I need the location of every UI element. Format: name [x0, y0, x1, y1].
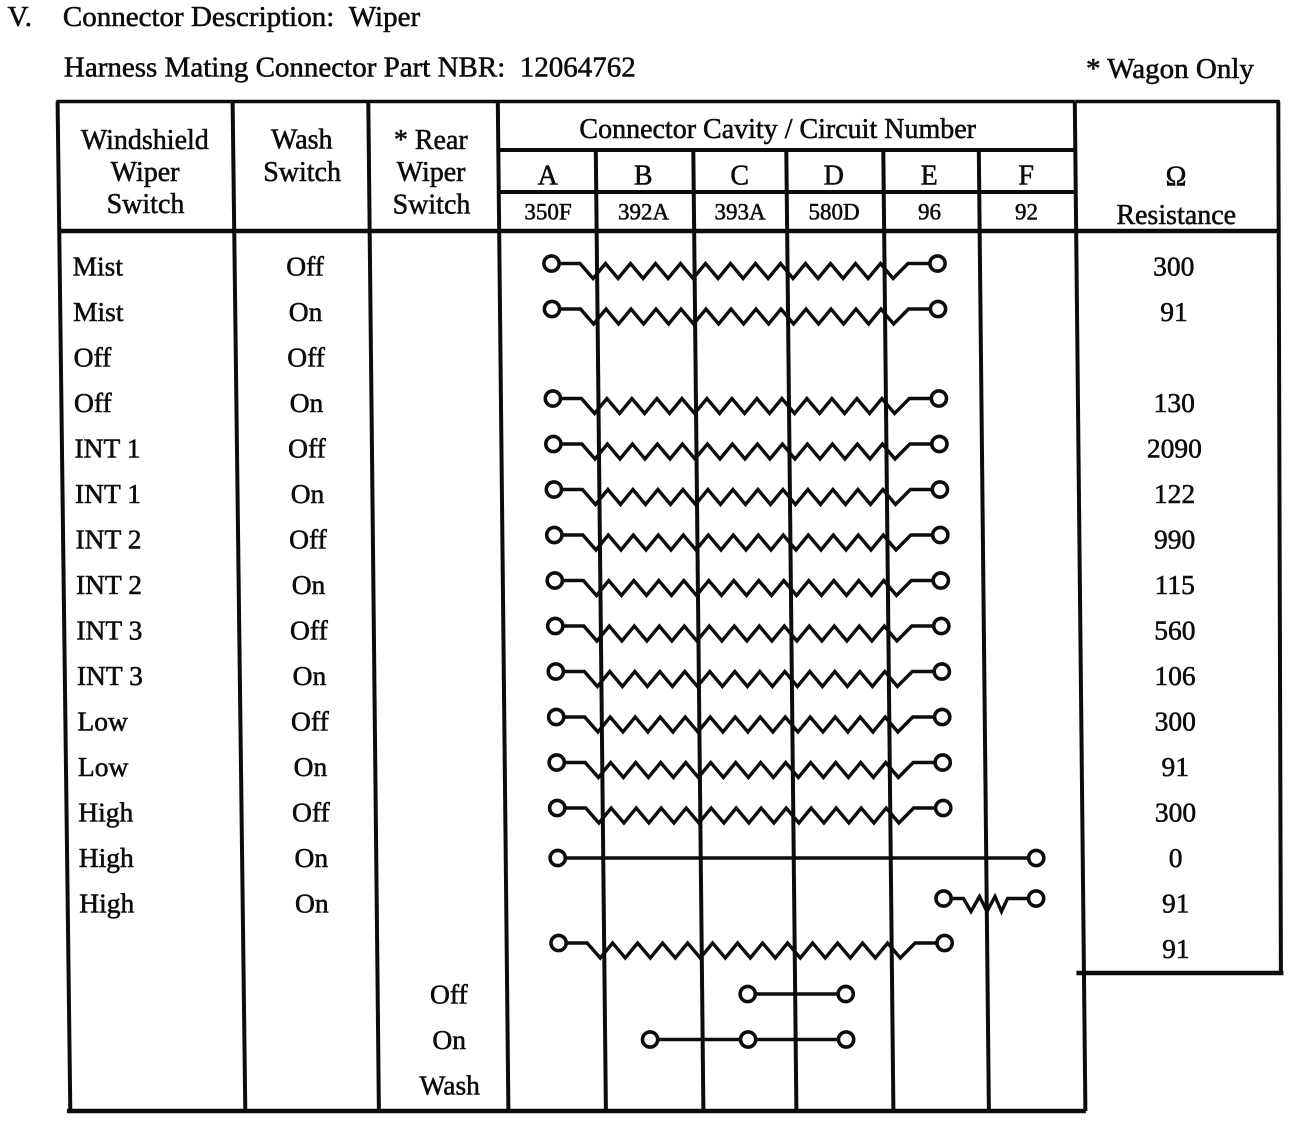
svg-text:Wiper: Wiper: [111, 157, 181, 188]
svg-text:91: 91: [1160, 296, 1188, 327]
svg-text:Mist: Mist: [73, 251, 124, 282]
svg-text:91: 91: [1162, 933, 1190, 964]
svg-text:Windshield: Windshield: [81, 125, 209, 156]
svg-text:On: On: [294, 842, 328, 873]
svg-text:F: F: [1018, 161, 1034, 192]
svg-text:* Wagon Only: * Wagon Only: [1086, 53, 1254, 85]
svg-text:Connector Description: Wiper: Connector Description: Wiper: [63, 1, 421, 33]
svg-text:INT 1: INT 1: [75, 433, 141, 464]
svg-text:115: 115: [1155, 569, 1195, 600]
svg-text:INT 3: INT 3: [76, 615, 142, 646]
svg-text:C: C: [730, 161, 749, 192]
svg-text:130: 130: [1154, 387, 1195, 418]
svg-text:B: B: [634, 161, 653, 192]
svg-text:106: 106: [1154, 660, 1195, 691]
svg-text:Off: Off: [290, 615, 329, 646]
svg-text:Off: Off: [292, 797, 331, 828]
svg-text:On: On: [289, 296, 323, 327]
svg-text:On: On: [295, 888, 329, 919]
svg-text:On: On: [291, 478, 325, 509]
svg-text:Ω: Ω: [1166, 162, 1187, 193]
svg-text:300: 300: [1155, 797, 1196, 828]
svg-text:INT 3: INT 3: [77, 660, 143, 691]
svg-text:* Rear: * Rear: [394, 125, 469, 156]
svg-text:Harness Mating Connector Part: Harness Mating Connector Part NBR: 12064…: [64, 52, 636, 84]
svg-text:Off: Off: [289, 524, 328, 555]
svg-text:INT 2: INT 2: [76, 524, 142, 555]
svg-text:Low: Low: [77, 706, 128, 737]
svg-text:580D: 580D: [808, 200, 859, 225]
svg-text:990: 990: [1154, 524, 1195, 555]
svg-text:91: 91: [1162, 888, 1190, 919]
svg-text:On: On: [432, 1024, 466, 1055]
svg-text:Switch: Switch: [263, 157, 341, 188]
svg-text:300: 300: [1153, 251, 1194, 282]
svg-text:INT 2: INT 2: [76, 569, 142, 600]
svg-text:Switch: Switch: [393, 190, 471, 221]
svg-text:INT 1: INT 1: [75, 478, 141, 509]
svg-text:High: High: [78, 797, 133, 828]
svg-text:92: 92: [1015, 200, 1038, 225]
svg-text:Wash: Wash: [419, 1070, 480, 1101]
svg-text:D: D: [824, 161, 844, 192]
svg-text:Off: Off: [288, 433, 327, 464]
svg-text:On: On: [290, 387, 324, 418]
svg-text:Off: Off: [74, 342, 113, 373]
svg-text:91: 91: [1162, 751, 1190, 782]
svg-text:393A: 393A: [714, 200, 766, 225]
svg-text:Connector Cavity / Circuit Num: Connector Cavity / Circuit Number: [579, 114, 976, 145]
svg-text:V.: V.: [8, 1, 32, 33]
svg-text:Low: Low: [78, 751, 129, 782]
svg-text:Off: Off: [287, 342, 326, 373]
svg-text:Resistance: Resistance: [1116, 200, 1236, 231]
svg-text:Wiper: Wiper: [397, 157, 467, 188]
svg-text:0: 0: [1169, 842, 1183, 873]
svg-text:Off: Off: [291, 706, 330, 737]
svg-text:Off: Off: [286, 251, 325, 282]
svg-text:300: 300: [1155, 706, 1196, 737]
svg-text:2090: 2090: [1147, 433, 1202, 464]
svg-text:On: On: [293, 660, 327, 691]
svg-text:High: High: [79, 842, 134, 873]
svg-text:E: E: [921, 161, 938, 192]
svg-text:Wash: Wash: [271, 125, 333, 156]
svg-text:Off: Off: [74, 387, 113, 418]
svg-text:122: 122: [1154, 478, 1195, 509]
svg-text:Switch: Switch: [107, 189, 185, 220]
svg-text:392A: 392A: [618, 200, 670, 225]
svg-text:Off: Off: [430, 979, 469, 1010]
svg-text:Mist: Mist: [73, 296, 124, 327]
svg-text:On: On: [292, 569, 326, 600]
svg-text:A: A: [538, 161, 559, 192]
svg-text:On: On: [294, 751, 328, 782]
svg-text:350F: 350F: [524, 200, 571, 225]
svg-text:560: 560: [1154, 615, 1195, 646]
svg-text:96: 96: [918, 200, 941, 225]
svg-text:High: High: [79, 888, 134, 919]
